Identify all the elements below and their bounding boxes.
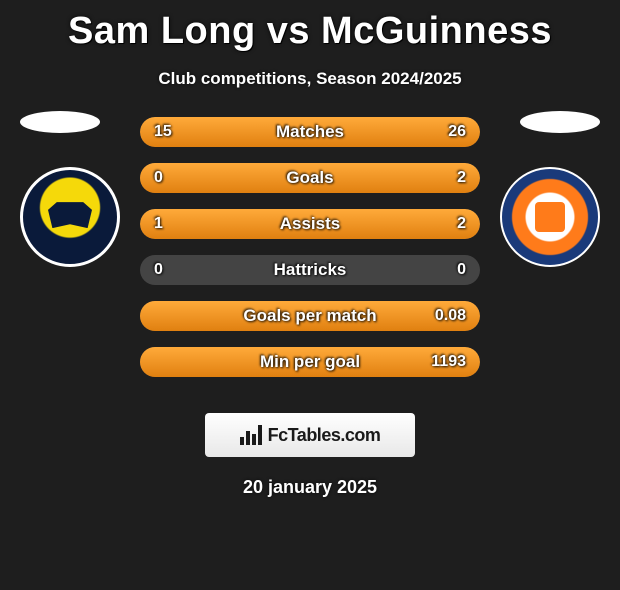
brand-text: FcTables.com — [268, 425, 381, 446]
flag-right — [520, 111, 600, 133]
stat-row: Min per goal1193 — [140, 347, 480, 377]
bar-fill-right — [140, 347, 480, 377]
comparison-chart: Matches1526 Goals02 Assists12 Hattricks0 0 Go… — [0, 117, 620, 397]
stat-row: Hattricks0 0 — [140, 255, 480, 285]
bar-fill-right — [252, 209, 480, 239]
stat-label: Hattricks — [140, 255, 480, 285]
stat-row: Matches1526 — [140, 117, 480, 147]
bar-fill-right — [266, 117, 480, 147]
chart-icon — [240, 425, 262, 445]
team-badge-right — [500, 167, 600, 267]
subtitle: Club competitions, Season 2024/2025 — [0, 69, 620, 89]
flag-left — [20, 111, 100, 133]
stat-value-left: 0 — [154, 255, 163, 285]
bar-fill-right — [140, 301, 480, 331]
bar-fill-left — [140, 117, 266, 147]
stat-row: Goals per match0.08 — [140, 301, 480, 331]
stat-value-right: 0 — [457, 255, 466, 285]
date-label: 20 january 2025 — [0, 477, 620, 498]
stat-row: Assists12 — [140, 209, 480, 239]
bar-fill-left — [140, 209, 252, 239]
bar-fill-right — [140, 163, 480, 193]
page-title: Sam Long vs McGuinness — [0, 10, 620, 53]
stat-bars: Matches1526 Goals02 Assists12 Hattricks0 0 Go… — [140, 117, 480, 393]
stat-row: Goals02 — [140, 163, 480, 193]
brand-logo: FcTables.com — [205, 413, 415, 457]
team-badge-left — [20, 167, 120, 267]
